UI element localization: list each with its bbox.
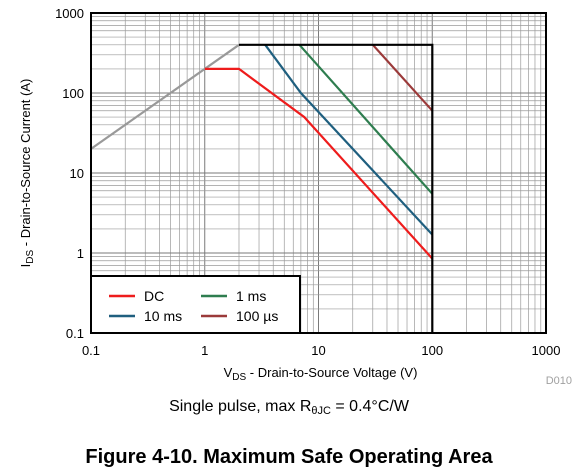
y-axis-label: IDS - Drain-to-Source Current (A) (18, 79, 36, 268)
note-text-before: Single pulse, max R (169, 398, 312, 415)
legend-label: 1 ms (236, 288, 266, 304)
legend: DC 10 ms 1 ms 100 µs (109, 288, 278, 324)
figure-id: D010 (546, 375, 572, 387)
x-tick-label: 10 (311, 343, 325, 358)
x-tick-label: 100 (421, 343, 443, 358)
rds-limit-line (90, 43, 240, 150)
series-line-100-s (371, 44, 434, 112)
y-tick-label: 1000 (55, 6, 84, 21)
y-tick-label: 100 (62, 86, 84, 101)
chart-lines (90, 43, 434, 333)
y-tick-label: 1 (77, 246, 84, 261)
series-line-1-ms (298, 44, 434, 195)
figure-title: Figure 4-10. Maximum Safe Operating Area (85, 446, 493, 468)
soa-chart: DC 10 ms 1 ms 100 µs 0.1 1 10 100 1000 0.1 1 10 100… (18, 6, 572, 387)
soa-boundary-line (239, 43, 434, 333)
plot-frame (90, 12, 547, 334)
x-axis-label: VDS - Drain-to-Source Voltage (V) (224, 365, 418, 383)
legend-label: 100 µs (236, 308, 278, 324)
note-text-after: = 0.4°C/W (330, 398, 409, 415)
y-tick-label: 0.1 (66, 326, 84, 341)
x-tick-label: 1000 (532, 343, 561, 358)
tick-labels: 0.1 1 10 100 1000 0.1 1 10 100 1000 (55, 6, 560, 358)
y-tick-label: 10 (70, 166, 84, 181)
x-tick-label: 0.1 (82, 343, 100, 358)
pulse-note: Single pulse, max RθJC = 0.4°C/W (0, 398, 578, 417)
legend-label: DC (144, 288, 164, 304)
series-line-dc (204, 67, 434, 260)
note-subscript: θJC (311, 405, 331, 417)
legend-box (90, 275, 301, 334)
series-line-10-ms (264, 44, 434, 236)
x-tick-label: 1 (201, 343, 208, 358)
legend-label: 10 ms (144, 308, 182, 324)
